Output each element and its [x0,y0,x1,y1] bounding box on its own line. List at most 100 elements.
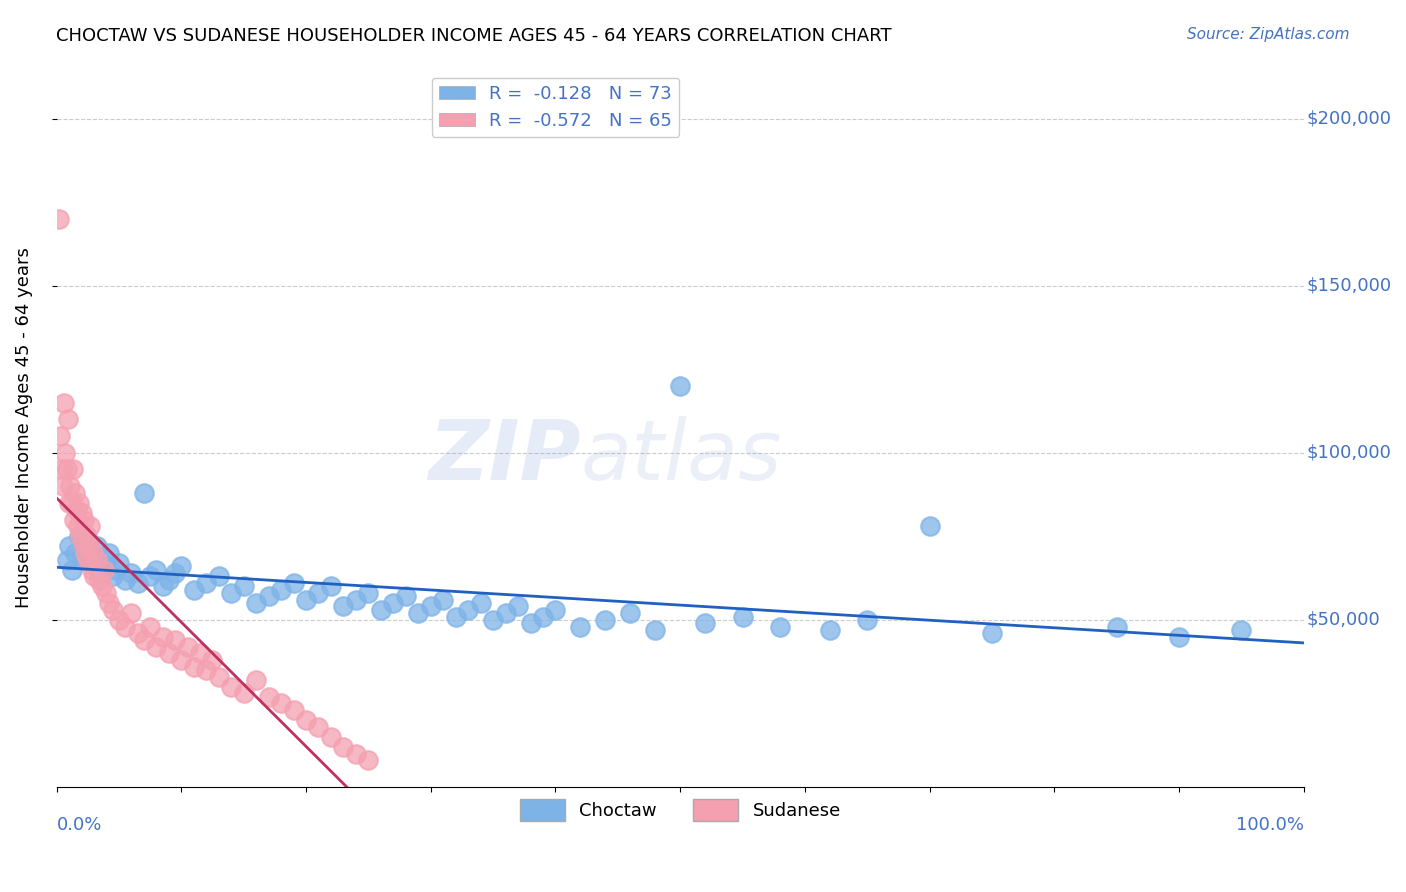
Point [79,519,101,533]
Point [59,479,82,493]
Point [382,596,405,610]
Point [98,546,121,560]
Point [67,496,90,510]
Point [370,603,392,617]
Point [101,603,124,617]
Point [569,619,592,633]
Point [72,536,94,550]
Text: CHOCTAW VS SUDANESE HOUSEHOLDER INCOME AGES 45 - 64 YEARS CORRELATION CHART: CHOCTAW VS SUDANESE HOUSEHOLDER INCOME A… [56,27,891,45]
Point [114,573,136,587]
Text: $150,000: $150,000 [1306,277,1392,294]
Point [60,563,83,577]
Y-axis label: Householder Income Ages 45 - 64 years: Householder Income Ages 45 - 64 years [15,247,32,608]
Point [769,619,792,633]
Point [319,579,342,593]
Point [245,673,267,687]
Text: 100.0%: 100.0% [1236,815,1303,834]
Point [120,606,142,620]
Point [76,536,98,550]
Point [170,559,193,574]
Point [201,653,224,667]
Point [80,556,103,570]
Point [195,663,218,677]
Point [506,599,529,614]
Point [918,519,941,533]
Point [76,529,98,543]
Point [52,479,75,493]
Point [65,486,87,500]
Point [270,697,292,711]
Point [108,613,131,627]
Text: $50,000: $50,000 [1306,611,1379,629]
Point [93,559,115,574]
Point [283,703,305,717]
Point [152,579,174,593]
Point [208,670,231,684]
Point [77,539,100,553]
Text: 0.0%: 0.0% [56,815,103,834]
Point [219,586,242,600]
Point [63,513,86,527]
Point [1105,619,1128,633]
Point [519,616,541,631]
Point [595,613,617,627]
Point [127,576,149,591]
Point [731,609,754,624]
Point [170,653,193,667]
Point [188,646,211,660]
Point [283,576,305,591]
Point [127,626,149,640]
Point [58,496,80,510]
Point [257,690,280,704]
Point [495,606,517,620]
Point [53,446,76,460]
Point [669,379,692,393]
Point [470,596,492,610]
Point [432,592,454,607]
Point [139,619,162,633]
Point [344,747,367,761]
Point [73,513,96,527]
Point [114,619,136,633]
Point [86,552,108,566]
Point [308,586,330,600]
Point [344,592,367,607]
Point [980,626,1002,640]
Text: atlas: atlas [581,416,782,497]
Point [139,569,162,583]
Text: $200,000: $200,000 [1306,110,1391,128]
Point [65,502,87,516]
Point [66,519,89,533]
Point [165,566,187,580]
Point [132,632,155,647]
Point [482,613,505,627]
Point [406,606,429,620]
Point [132,486,155,500]
Point [101,569,124,583]
Point [83,549,105,564]
Point [693,616,716,631]
Point [73,542,96,557]
Point [619,606,641,620]
Point [257,590,280,604]
Point [86,539,108,553]
Point [1230,623,1253,637]
Point [70,552,93,566]
Point [818,623,841,637]
Point [319,730,342,744]
Point [308,720,330,734]
Point [232,579,254,593]
Point [332,739,354,754]
Point [157,573,180,587]
Point [145,563,167,577]
Point [65,546,87,560]
Point [245,596,267,610]
Point [90,579,112,593]
Point [457,603,479,617]
Point [76,552,98,566]
Point [232,686,254,700]
Point [105,563,128,577]
Point [98,596,121,610]
Text: $100,000: $100,000 [1306,444,1391,462]
Point [55,462,77,476]
